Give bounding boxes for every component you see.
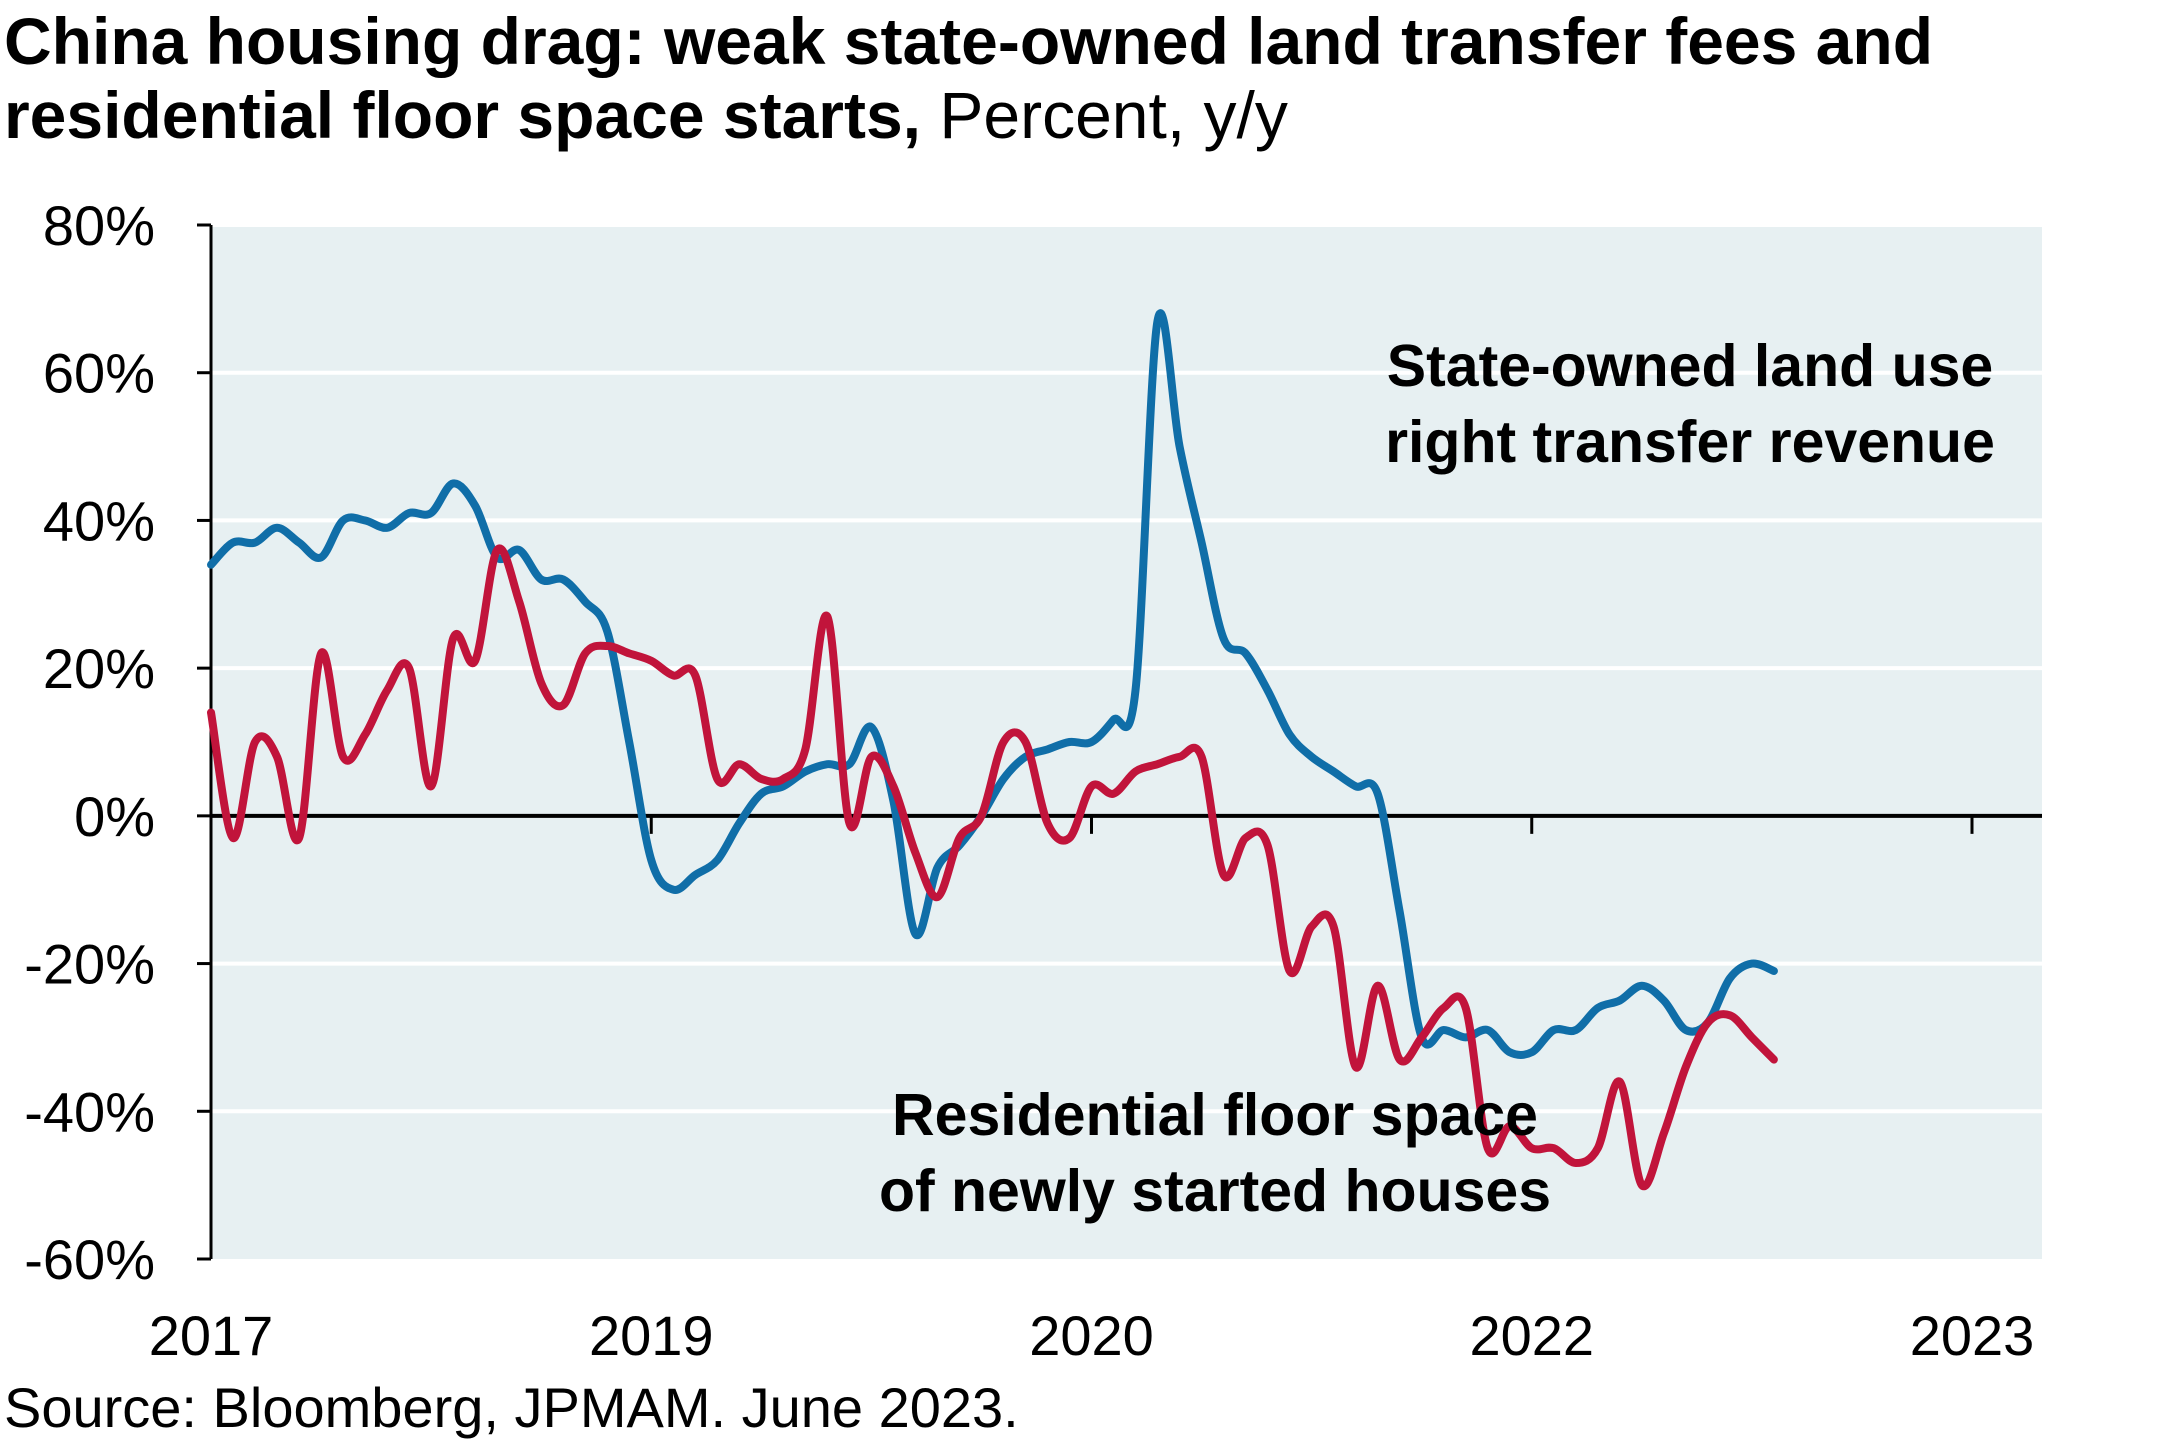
source-note: Source: Bloomberg, JPMAM. June 2023. <box>4 1376 1019 1439</box>
x-tick-label: 2019 <box>589 1304 714 1367</box>
y-tick-label: -60% <box>24 1228 155 1291</box>
y-tick-label: 80% <box>43 194 155 257</box>
chart-title-main: China housing drag: weak state-owned lan… <box>4 4 1934 152</box>
y-tick-label: 40% <box>43 489 155 552</box>
series-labels: State-owned land use right transfer reven… <box>879 333 1995 1224</box>
x-tick-label: 2020 <box>1029 1304 1154 1367</box>
gridlines <box>211 223 2042 1114</box>
land-revenue-label: State-owned land use right transfer reven… <box>1385 333 1995 475</box>
series-label-line: of newly started houses <box>879 1158 1551 1224</box>
x-axis: 2017 2019 2020 2022 2023 <box>149 813 2042 1367</box>
y-axis-tick-labels: 80% 60% 40% 20% 0% -20% -40% -60% <box>24 194 211 1291</box>
y-tick-label: -40% <box>24 1080 155 1143</box>
y-tick-label: 20% <box>43 637 155 700</box>
y-tick-label: 60% <box>43 342 155 405</box>
floor-space-line <box>207 544 1778 1191</box>
y-tick-label: -20% <box>24 933 155 996</box>
y-tick-label: 0% <box>74 785 155 848</box>
x-tick-label: 2022 <box>1469 1304 1594 1367</box>
plot-background <box>211 225 2042 1259</box>
series-label-line: Residential floor space <box>892 1082 1538 1148</box>
series-label-line: right transfer revenue <box>1385 409 1995 475</box>
x-tick-label: 2023 <box>1910 1304 2035 1367</box>
x-tick-label: 2017 <box>149 1304 274 1367</box>
land-revenue-line <box>207 309 1778 1059</box>
series-label-line: State-owned land use <box>1387 333 1993 399</box>
floor-space-label: Residential floor space of newly started … <box>879 1082 1551 1224</box>
chart-title-units: Percent, y/y <box>939 78 1288 152</box>
chart-title: China housing drag: weak state-owned lan… <box>4 4 2154 152</box>
series-lines <box>207 309 1778 1191</box>
